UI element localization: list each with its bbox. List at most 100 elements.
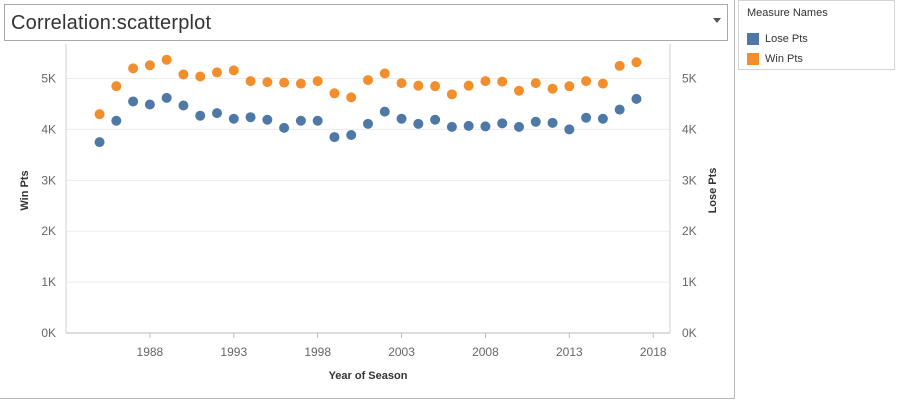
point-lose-pts[interactable] <box>228 113 239 124</box>
point-lose-pts[interactable] <box>547 117 558 128</box>
gridlines <box>66 78 670 283</box>
x-tick-label: 2013 <box>556 345 583 359</box>
point-lose-pts[interactable] <box>363 118 373 129</box>
point-lose-pts[interactable] <box>312 115 323 126</box>
y-tick-label-right: 5K <box>682 72 697 86</box>
x-tick-label: 2003 <box>388 345 415 359</box>
point-win-pts[interactable] <box>379 68 390 79</box>
point-win-pts[interactable] <box>245 76 256 87</box>
point-lose-pts[interactable] <box>480 121 491 132</box>
y-tick-label-left: 5K <box>41 72 56 86</box>
x-tick-label: 1988 <box>137 345 164 359</box>
point-lose-pts[interactable] <box>94 137 105 148</box>
x-axis-title: Year of Season <box>329 370 408 382</box>
point-lose-pts[interactable] <box>564 124 575 135</box>
point-win-pts[interactable] <box>547 83 558 94</box>
y-tick-label-left: 3K <box>41 173 56 187</box>
point-win-pts[interactable] <box>430 81 441 92</box>
point-win-pts[interactable] <box>581 76 592 87</box>
y-tick-label-right: 1K <box>682 275 697 289</box>
point-win-pts[interactable] <box>329 88 340 99</box>
point-win-pts[interactable] <box>128 63 139 74</box>
x-tick-label: 2008 <box>472 345 499 359</box>
y-tick-label-right: 2K <box>682 224 697 238</box>
point-lose-pts[interactable] <box>111 115 122 126</box>
point-lose-pts[interactable] <box>144 99 155 110</box>
y-tick-label-left: 4K <box>41 122 56 136</box>
point-win-pts[interactable] <box>212 67 222 78</box>
title-dropdown[interactable]: Correlation:scatterplot <box>4 4 728 41</box>
point-win-pts[interactable] <box>446 89 457 100</box>
y-tick-label-right: 3K <box>682 173 697 187</box>
y-tick-label-left: 1K <box>41 275 56 289</box>
point-lose-pts[interactable] <box>346 130 357 141</box>
legend-label-lose-pts: Lose Pts <box>765 33 808 45</box>
point-win-pts[interactable] <box>463 80 474 91</box>
point-win-pts[interactable] <box>144 60 155 71</box>
data-points <box>94 54 642 148</box>
y-axis-title-left: Win Pts <box>19 170 31 210</box>
point-lose-pts[interactable] <box>161 92 172 103</box>
y-tick-label-right: 0K <box>682 326 697 340</box>
axes <box>65 44 671 338</box>
point-lose-pts[interactable] <box>195 110 206 121</box>
point-lose-pts[interactable] <box>581 112 592 123</box>
y-tick-label-left: 0K <box>41 326 56 340</box>
point-lose-pts[interactable] <box>128 96 139 107</box>
point-win-pts[interactable] <box>111 81 122 92</box>
point-win-pts[interactable] <box>564 81 575 92</box>
tick-labels: 0K 0K 1K 1K 2K 2K 3K 3K 4K 4K 5K 5K 1988 1993 1998 2003… <box>41 72 696 359</box>
point-lose-pts[interactable] <box>379 106 390 117</box>
point-lose-pts[interactable] <box>262 114 273 125</box>
point-win-pts[interactable] <box>178 69 189 80</box>
point-win-pts[interactable] <box>597 78 608 89</box>
point-lose-pts[interactable] <box>279 122 290 133</box>
chart-panel <box>0 0 735 399</box>
point-lose-pts[interactable] <box>295 115 306 126</box>
y-tick-label-right: 4K <box>682 122 697 136</box>
legend-title: Measure Names <box>747 7 828 19</box>
legend-swatch-win-pts <box>747 53 759 65</box>
point-lose-pts[interactable] <box>212 108 222 119</box>
scatter-chart: 0K 0K 1K 1K 2K 2K 3K 3K 4K 4K 5K 5K 1988 1993 1998 2003… <box>19 44 719 382</box>
point-win-pts[interactable] <box>295 78 306 89</box>
point-lose-pts[interactable] <box>514 121 524 132</box>
x-tick-label: 2018 <box>640 345 667 359</box>
point-win-pts[interactable] <box>514 85 524 96</box>
x-tick-label: 1998 <box>304 345 331 359</box>
point-win-pts[interactable] <box>161 54 172 65</box>
legend-swatch-lose-pts <box>747 33 759 45</box>
point-lose-pts[interactable] <box>396 113 407 124</box>
point-lose-pts[interactable] <box>245 112 256 123</box>
point-win-pts[interactable] <box>94 109 105 120</box>
point-win-pts[interactable] <box>228 65 239 76</box>
point-lose-pts[interactable] <box>430 114 441 125</box>
point-win-pts[interactable] <box>363 75 373 86</box>
point-win-pts[interactable] <box>262 77 273 88</box>
point-win-pts[interactable] <box>631 57 642 68</box>
point-win-pts[interactable] <box>413 80 424 91</box>
point-win-pts[interactable] <box>396 78 407 89</box>
point-lose-pts[interactable] <box>530 116 541 127</box>
chevron-down-icon[interactable] <box>713 18 721 23</box>
point-win-pts[interactable] <box>312 76 323 87</box>
point-lose-pts[interactable] <box>597 113 608 124</box>
point-win-pts[interactable] <box>346 92 357 103</box>
point-lose-pts[interactable] <box>413 118 424 129</box>
point-lose-pts[interactable] <box>614 104 625 115</box>
point-win-pts[interactable] <box>480 76 491 87</box>
point-lose-pts[interactable] <box>446 121 457 132</box>
point-win-pts[interactable] <box>497 76 508 87</box>
point-win-pts[interactable] <box>614 60 625 71</box>
legend: Measure Names Lose Pts Win Pts <box>738 0 895 70</box>
point-lose-pts[interactable] <box>497 118 508 129</box>
point-win-pts[interactable] <box>279 77 290 88</box>
y-tick-label-left: 2K <box>41 224 56 238</box>
point-lose-pts[interactable] <box>178 100 189 111</box>
point-lose-pts[interactable] <box>631 93 642 104</box>
page-title: Correlation:scatterplot <box>11 12 212 34</box>
point-lose-pts[interactable] <box>329 132 340 143</box>
point-win-pts[interactable] <box>530 78 541 89</box>
point-win-pts[interactable] <box>195 71 206 82</box>
point-lose-pts[interactable] <box>463 120 474 131</box>
